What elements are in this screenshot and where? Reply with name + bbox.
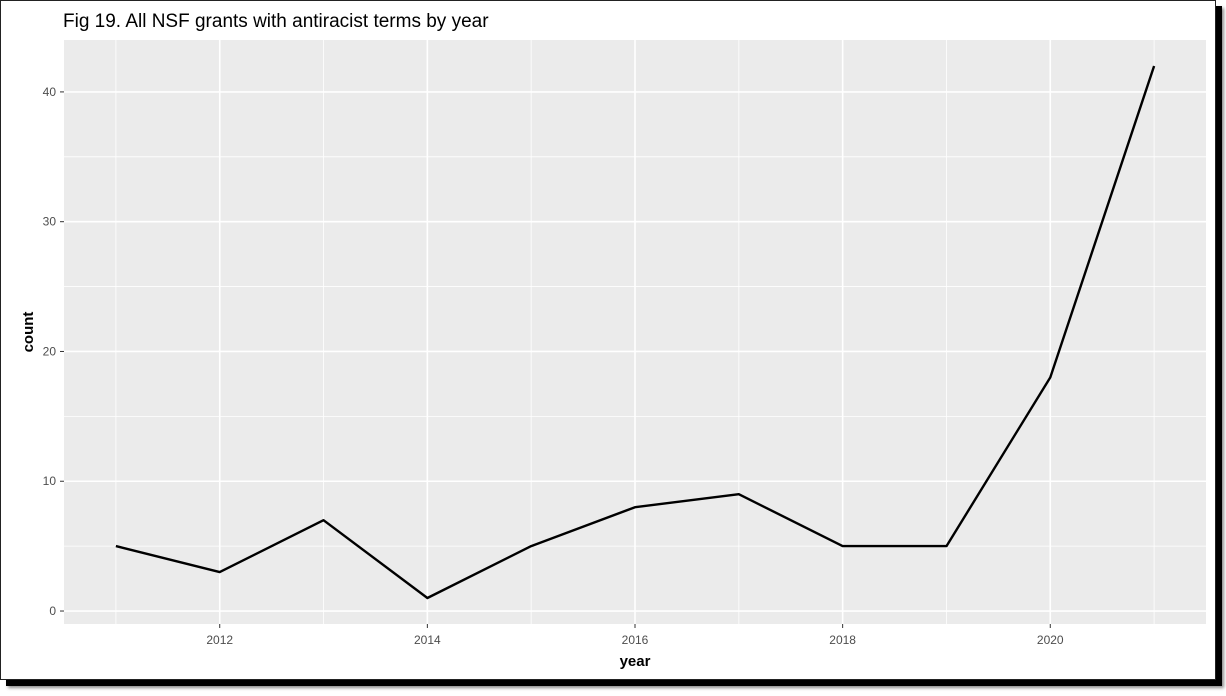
major-gridlines: [64, 40, 1206, 624]
y-tick-label: 0: [49, 604, 56, 618]
x-tick-label: 2014: [414, 633, 441, 647]
y-tick-label: 10: [43, 474, 57, 488]
x-tick-label: 2020: [1037, 633, 1064, 647]
series-layer: [115, 65, 1156, 600]
x-tick-label: 2012: [206, 633, 233, 647]
y-tick-label: 20: [43, 344, 57, 358]
x-axis-title: year: [620, 653, 651, 670]
y-tick-label: 30: [43, 215, 57, 229]
x-tick-label: 2016: [622, 633, 649, 647]
x-axis-ticks: 2012 2014 2016 2018 2020: [206, 624, 1064, 647]
y-tick-label: 40: [43, 85, 57, 99]
y-axis-title: count: [20, 312, 37, 353]
x-tick-label: 2018: [829, 633, 856, 647]
y-axis-ticks: 0 10 20 30 40: [43, 85, 64, 618]
chart-title: Fig 19. All NSF grants with antiracist t…: [63, 11, 489, 32]
